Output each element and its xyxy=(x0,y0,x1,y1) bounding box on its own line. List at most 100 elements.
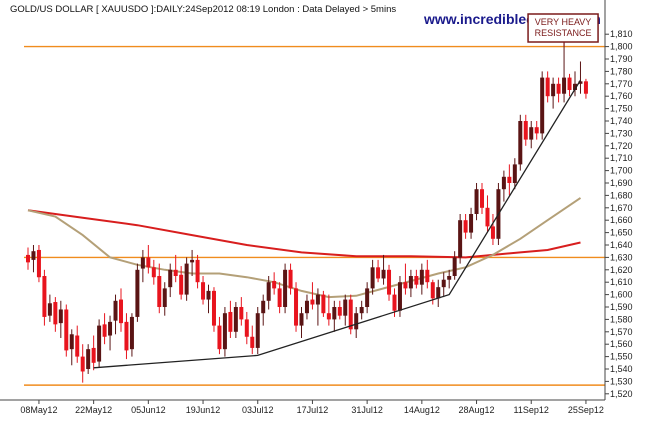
y-tick-label: 1,520 xyxy=(610,389,633,399)
annotation-text: RESISTANCE xyxy=(535,28,592,38)
candle-body xyxy=(556,83,561,94)
long-moving-average-line xyxy=(27,209,581,259)
candle-body xyxy=(294,288,299,326)
candle-body xyxy=(545,77,550,97)
candle-body xyxy=(261,300,266,314)
y-tick-label: 1,660 xyxy=(610,215,633,225)
chart-title: GOLD/US DOLLAR [ XAUUSDO ]:DAILY:24Sep20… xyxy=(10,4,396,15)
candle-body xyxy=(348,299,353,330)
candle-body xyxy=(447,276,452,280)
axes-layer xyxy=(0,0,609,404)
candle-body xyxy=(184,263,189,295)
candle-body xyxy=(540,77,545,134)
moving-averages xyxy=(27,197,582,299)
candle-body xyxy=(36,249,41,278)
candle-body xyxy=(523,121,528,140)
candle-body xyxy=(425,269,430,283)
candle-body xyxy=(75,335,80,357)
candle-body xyxy=(332,307,337,320)
candle-body xyxy=(272,280,277,289)
candle-body xyxy=(518,121,523,165)
candle-body xyxy=(480,189,485,208)
candle-body xyxy=(452,257,457,276)
candle-body xyxy=(244,319,249,337)
candle-body xyxy=(206,290,211,300)
y-tick-label: 1,640 xyxy=(610,240,633,250)
candle-body xyxy=(201,282,206,300)
y-tick-label: 1,570 xyxy=(610,327,633,337)
candle-body xyxy=(157,276,162,307)
y-tick-label: 1,630 xyxy=(610,252,633,262)
candle-body xyxy=(490,226,495,239)
candle-body xyxy=(222,313,227,350)
candle-body xyxy=(288,269,293,289)
candle-body xyxy=(118,299,123,324)
candle-body xyxy=(310,299,315,305)
x-tick-label: 31Jul12 xyxy=(351,405,383,415)
candle-body xyxy=(469,214,474,233)
candle-body xyxy=(534,127,539,134)
candle-body xyxy=(42,276,47,317)
y-tick-label: 1,740 xyxy=(610,116,633,126)
candle-body xyxy=(195,259,200,283)
candle-body xyxy=(436,287,441,299)
y-tick-label: 1,540 xyxy=(610,364,633,374)
candle-body xyxy=(376,267,381,279)
candle-body xyxy=(113,300,118,321)
support-trendline xyxy=(93,79,582,369)
short-moving-average-line xyxy=(27,197,582,299)
candle-body xyxy=(211,290,216,326)
y-tick-label: 1,670 xyxy=(610,203,633,213)
y-tick-label: 1,610 xyxy=(610,277,633,287)
candle-body xyxy=(228,311,233,332)
y-tick-label: 1,800 xyxy=(610,42,633,52)
x-tick-label: 28Aug12 xyxy=(459,405,495,415)
candle-body xyxy=(64,309,69,351)
y-tick-label: 1,760 xyxy=(610,91,633,101)
candle-body xyxy=(277,288,282,307)
y-tick-label: 1,780 xyxy=(610,66,633,76)
candle-body xyxy=(551,83,556,97)
x-tick-label: 03Jul12 xyxy=(242,405,274,415)
candle-body xyxy=(343,299,348,316)
candle-body xyxy=(458,220,463,258)
candle-body xyxy=(315,294,320,305)
candle-body xyxy=(583,81,588,94)
candle-body xyxy=(381,269,386,279)
candle-body xyxy=(430,282,435,299)
candle-body xyxy=(578,81,583,84)
resistance-lines xyxy=(24,45,605,386)
y-tick-label: 1,770 xyxy=(610,79,633,89)
x-tick-label: 05Jun12 xyxy=(131,405,166,415)
y-tick-label: 1,690 xyxy=(610,178,633,188)
candle-body xyxy=(108,321,113,336)
candle-body xyxy=(507,176,512,183)
candle-body xyxy=(408,276,413,289)
candle-body xyxy=(370,267,375,289)
candle-body xyxy=(299,313,304,326)
y-tick-label: 1,730 xyxy=(610,128,633,138)
candle-body xyxy=(239,307,244,320)
y-tick-label: 1,710 xyxy=(610,153,633,163)
x-tick-label: 08May12 xyxy=(20,405,57,415)
candle-body xyxy=(102,324,107,337)
y-tick-label: 1,590 xyxy=(610,302,633,312)
candle-body xyxy=(173,269,178,276)
candle-body xyxy=(58,309,63,324)
y-tick-label: 1,750 xyxy=(610,104,633,114)
trendline-layer xyxy=(93,79,582,369)
y-tick-label: 1,680 xyxy=(610,190,633,200)
y-tick-label: 1,580 xyxy=(610,314,633,324)
candle-body xyxy=(326,313,331,320)
candle-body xyxy=(140,257,145,269)
candle-body xyxy=(359,307,364,314)
candle-body xyxy=(474,189,479,214)
candle-body xyxy=(146,257,151,268)
candle-body xyxy=(135,269,140,317)
candle-body xyxy=(190,259,195,263)
y-tick-label: 1,720 xyxy=(610,141,633,151)
candle-body xyxy=(151,267,156,278)
x-tick-label: 25Sep12 xyxy=(568,405,604,415)
candle-body xyxy=(397,282,402,311)
